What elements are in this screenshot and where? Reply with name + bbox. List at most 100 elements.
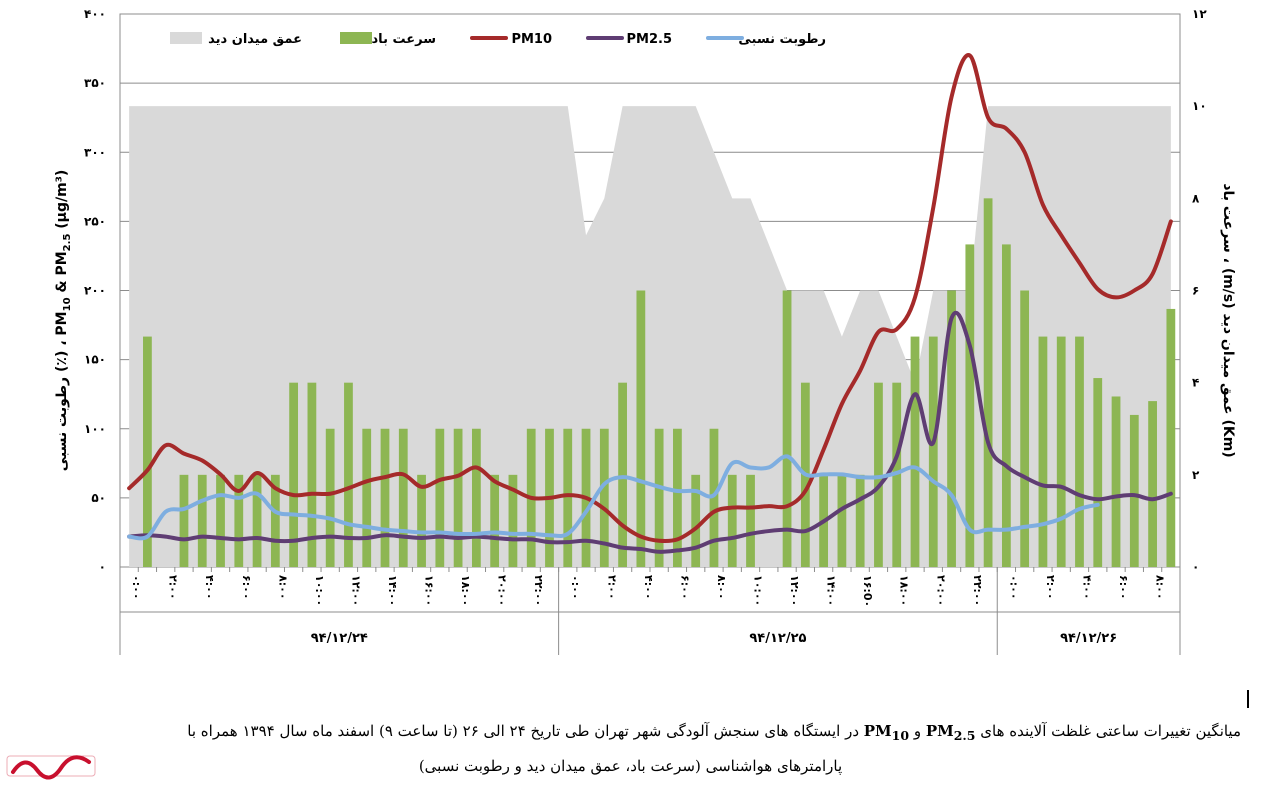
caption-pm10: PM10 (863, 722, 910, 743)
x-tick-label: ۲:۰۰ (1044, 575, 1057, 600)
wind-speed-bar (325, 428, 335, 567)
caption-text-b: در ایستگاه های سنجش آلودگی شهر تهران طی … (187, 722, 864, 740)
x-tick-label: ۱۸:۰۰ (459, 575, 472, 606)
y-right-tick-label: ۲ (1192, 468, 1200, 482)
x-tick-label: ۰:۰۰ (130, 575, 143, 600)
x-tick-label: ۱۶:۰۰ (423, 575, 436, 606)
wind-speed-bar (197, 474, 207, 567)
x-tick-label: ۲:۰۰ (605, 575, 618, 600)
x-tick-label: ۲۰:۰۰ (496, 575, 509, 606)
wind-speed-bar (508, 474, 518, 567)
legend: عمق میدان دید سرعت باد PM10 PM2.5 رطوبت نسبی (170, 32, 826, 47)
wind-speed-bar (654, 428, 664, 567)
wind-speed-bar (947, 290, 956, 567)
y-left-axis-title: رطوبت نسبی (٪) ، PM10 & PM2.5 (µg/m³) (54, 170, 73, 471)
caption-line-2: پارامترهای هواشناسی (سرعت باد، عمق میدان… (418, 757, 843, 775)
x-tick-label: ۲۲:۰۰ (532, 575, 545, 606)
x-tick-label: ۶:۰۰ (678, 575, 691, 600)
wind-speed-bar (727, 474, 737, 567)
legend-label: PM2.5 (627, 32, 673, 47)
wind-speed-bar (398, 428, 408, 567)
x-tick-label: ۲۲:۰۰ (971, 575, 984, 606)
wind-speed-bar (453, 428, 463, 567)
y-left-tick-label: ۲۰۰ (84, 284, 106, 298)
wind-speed-bar (1075, 336, 1084, 567)
y-right-tick-label: ۸ (1192, 191, 1200, 205)
wind-speed-bar (344, 382, 353, 567)
khabaronline-logo (6, 755, 96, 780)
wind-speed-bar (709, 428, 719, 567)
pm25-line (127, 310, 1173, 554)
wind-speed-bar (270, 474, 280, 567)
x-tick-label: ۱۴:۰۰ (386, 575, 399, 606)
series-lines (127, 53, 1173, 554)
y-left-tick-label: ۲۵۰ (84, 214, 106, 228)
legend-label: رطوبت نسبی (738, 32, 826, 47)
wind-speed-bar (1001, 244, 1011, 567)
wind-speed-bar (1093, 378, 1103, 567)
x-tick-label: ۱۶:0۰ (861, 575, 874, 607)
legend-item: رطوبت نسبی (706, 32, 826, 47)
pm10-line (127, 53, 1173, 544)
legend-label: عمق میدان دید (208, 32, 302, 47)
wind-speed-bar (490, 474, 500, 567)
wind-speed-bar (618, 382, 627, 567)
wind-speed-bar (636, 290, 646, 567)
wind-speed-bar (234, 474, 244, 567)
legend-swatch (170, 32, 202, 44)
wind-speed-bar (417, 474, 426, 567)
wind-speed-bar (362, 428, 372, 567)
legend-item: عمق میدان دید (170, 32, 302, 47)
wind-speed-bar (782, 290, 792, 567)
wind-speed-bar (673, 428, 682, 567)
pollution-chart: ۰ ۵۰ ۱۰۰ ۱۵۰ ۲۰۰ ۲۵۰ ۳۰۰ ۳۵۰ ۴۰۰ ۰ ۲ ۴ ۶ ۸ ۱۰ ۱۲ رطوبت ن… (54, 7, 1236, 655)
legend-item: PM10 (470, 32, 552, 47)
wind-speed-bar (691, 474, 701, 567)
x-tick-label: ۶:۰۰ (240, 575, 253, 600)
caption-join: و (909, 722, 926, 740)
wind-speed-bar (874, 382, 883, 567)
x-tick-label: ۱۸:۰۰ (898, 575, 911, 606)
x-tick-label: ۰:۰۰ (569, 575, 582, 600)
y-left-tick-label: ۳۰۰ (84, 145, 106, 159)
x-tick-label: ۱۰:۰۰ (313, 575, 326, 606)
caption-text-a: میانگین تغییرات ساعتی غلظت آلاینده های (975, 722, 1241, 740)
wind-speed-bar (563, 428, 573, 567)
y-left-tick-label: ۱۵۰ (84, 353, 106, 367)
wind-speed-bar (179, 474, 189, 567)
wind-speed-bar (855, 474, 865, 567)
legend-swatch (340, 32, 372, 44)
axes: ۰ ۵۰ ۱۰۰ ۱۵۰ ۲۰۰ ۲۵۰ ۳۰۰ ۳۵۰ ۴۰۰ ۰ ۲ ۴ ۶ ۸ ۱۰ ۱۲ رطوبت ن… (54, 7, 1236, 655)
x-tick-label: ۱۰:۰۰ (752, 575, 765, 606)
day-label: ۹۴/۱۲/۲۶ (1060, 631, 1117, 646)
caption-pm25: PM2.5 (925, 722, 976, 743)
wind-speed-bar (1148, 401, 1157, 567)
x-tick-label: ۲۰:۰۰ (934, 575, 947, 606)
wind-speed-bar (380, 428, 390, 567)
caption-line-1: میانگین تغییرات ساعتی غلظت آلاینده های P… (20, 716, 1241, 751)
wind-speed-bar (252, 474, 262, 567)
wind-speed-bar (289, 382, 299, 567)
visibility-area (129, 106, 1171, 568)
x-tick-label: ۱۴:۰۰ (825, 575, 838, 606)
wind-speed-bar (928, 336, 938, 567)
y-left-tick-label: ۵۰ (91, 491, 106, 505)
text-cursor (1247, 690, 1249, 708)
wind-speed-bar (471, 428, 481, 567)
wind-speed-bar (216, 474, 225, 567)
y-left-tick-label: ۴۰۰ (84, 7, 106, 21)
y-left-tick-label: ۰ (99, 560, 106, 574)
wind-speed-bar (965, 244, 975, 567)
legend-label: سرعت باد (372, 32, 436, 47)
y-left-tick-label: ۱۰۰ (84, 422, 106, 436)
x-tick-label: ۶:۰۰ (1117, 575, 1130, 600)
visibility-area-shape (129, 106, 1171, 568)
wind-speed-bar (435, 428, 445, 567)
x-tick-label: ۸:۰۰ (276, 575, 289, 600)
wind-speed-bar (1166, 308, 1176, 567)
y-right-tick-label: ۶ (1192, 284, 1199, 298)
x-tick-label: ۸:۰۰ (715, 575, 728, 600)
wind-speed-bar (1056, 336, 1066, 567)
wind-speed-bar (307, 382, 317, 567)
y-left-tick-label: ۳۵۰ (84, 76, 106, 90)
